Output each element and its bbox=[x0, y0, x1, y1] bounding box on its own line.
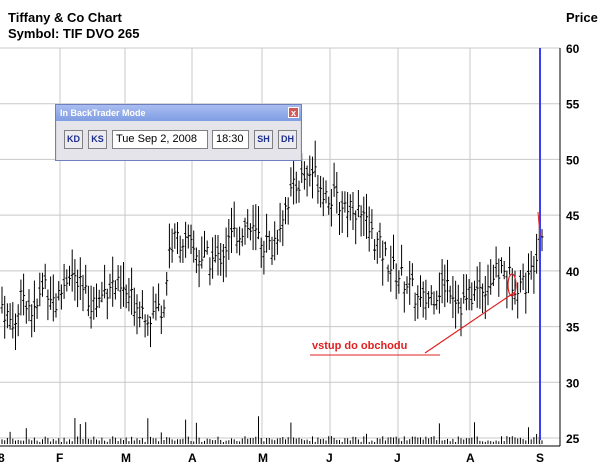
x-tick-label: F bbox=[56, 451, 63, 465]
y-tick-label: 55 bbox=[566, 98, 580, 112]
y-tick-label: 45 bbox=[566, 209, 580, 223]
x-tick-label: A bbox=[188, 451, 197, 465]
entry-signal: vstup do obchodu bbox=[310, 211, 541, 356]
prev-step-button[interactable]: KS bbox=[88, 130, 107, 149]
x-axis-ticks: 8 F M A M J J A S bbox=[0, 451, 544, 465]
x-tick-label: A bbox=[466, 451, 475, 465]
x-tick-label: M bbox=[121, 451, 131, 465]
close-icon[interactable]: x bbox=[288, 107, 299, 118]
ohlc-bars bbox=[0, 140, 544, 351]
y-axis-ticks: 60 55 50 45 40 35 30 25 bbox=[566, 42, 580, 446]
x-tick-label: J bbox=[394, 451, 401, 465]
y-tick-label: 35 bbox=[566, 321, 580, 335]
y-tick-label: 30 bbox=[566, 376, 580, 390]
entry-pointer-line bbox=[424, 291, 516, 354]
next-step-button[interactable]: SH bbox=[254, 130, 273, 149]
x-tick-label: M bbox=[258, 451, 268, 465]
price-axis-label: Price bbox=[566, 10, 598, 25]
y-tick-label: 40 bbox=[566, 265, 580, 279]
symbol-line: Symbol: TIF DVO 265 bbox=[8, 26, 140, 41]
x-tick-label: J bbox=[326, 451, 333, 465]
entry-signal-ellipse bbox=[507, 273, 517, 297]
prev-day-button[interactable]: KD bbox=[64, 130, 83, 149]
date-field[interactable]: Tue Sep 2, 2008 bbox=[112, 130, 208, 149]
signal-marker bbox=[537, 211, 541, 237]
x-tick-label: 8 bbox=[0, 451, 5, 465]
next-day-button[interactable]: DH bbox=[278, 130, 297, 149]
backtrader-panel: In BackTrader Mode x KD KS Tue Sep 2, 20… bbox=[55, 104, 302, 161]
x-tick-label: S bbox=[536, 451, 544, 465]
annotation-label: vstup do obchodu bbox=[312, 340, 407, 352]
backtrader-title: In BackTrader Mode bbox=[60, 108, 146, 118]
backtrader-controls: KD KS Tue Sep 2, 2008 18:30 SH DH bbox=[57, 121, 300, 160]
volume-bars bbox=[1, 416, 543, 444]
time-field[interactable]: 18:30 bbox=[212, 130, 249, 149]
backtrader-title-bar[interactable]: In BackTrader Mode x bbox=[56, 105, 301, 121]
y-tick-label: 60 bbox=[566, 42, 580, 56]
y-tick-label: 25 bbox=[566, 432, 580, 446]
y-tick-label: 50 bbox=[566, 153, 580, 167]
chart-title: Tiffany & Co Chart bbox=[8, 10, 122, 25]
